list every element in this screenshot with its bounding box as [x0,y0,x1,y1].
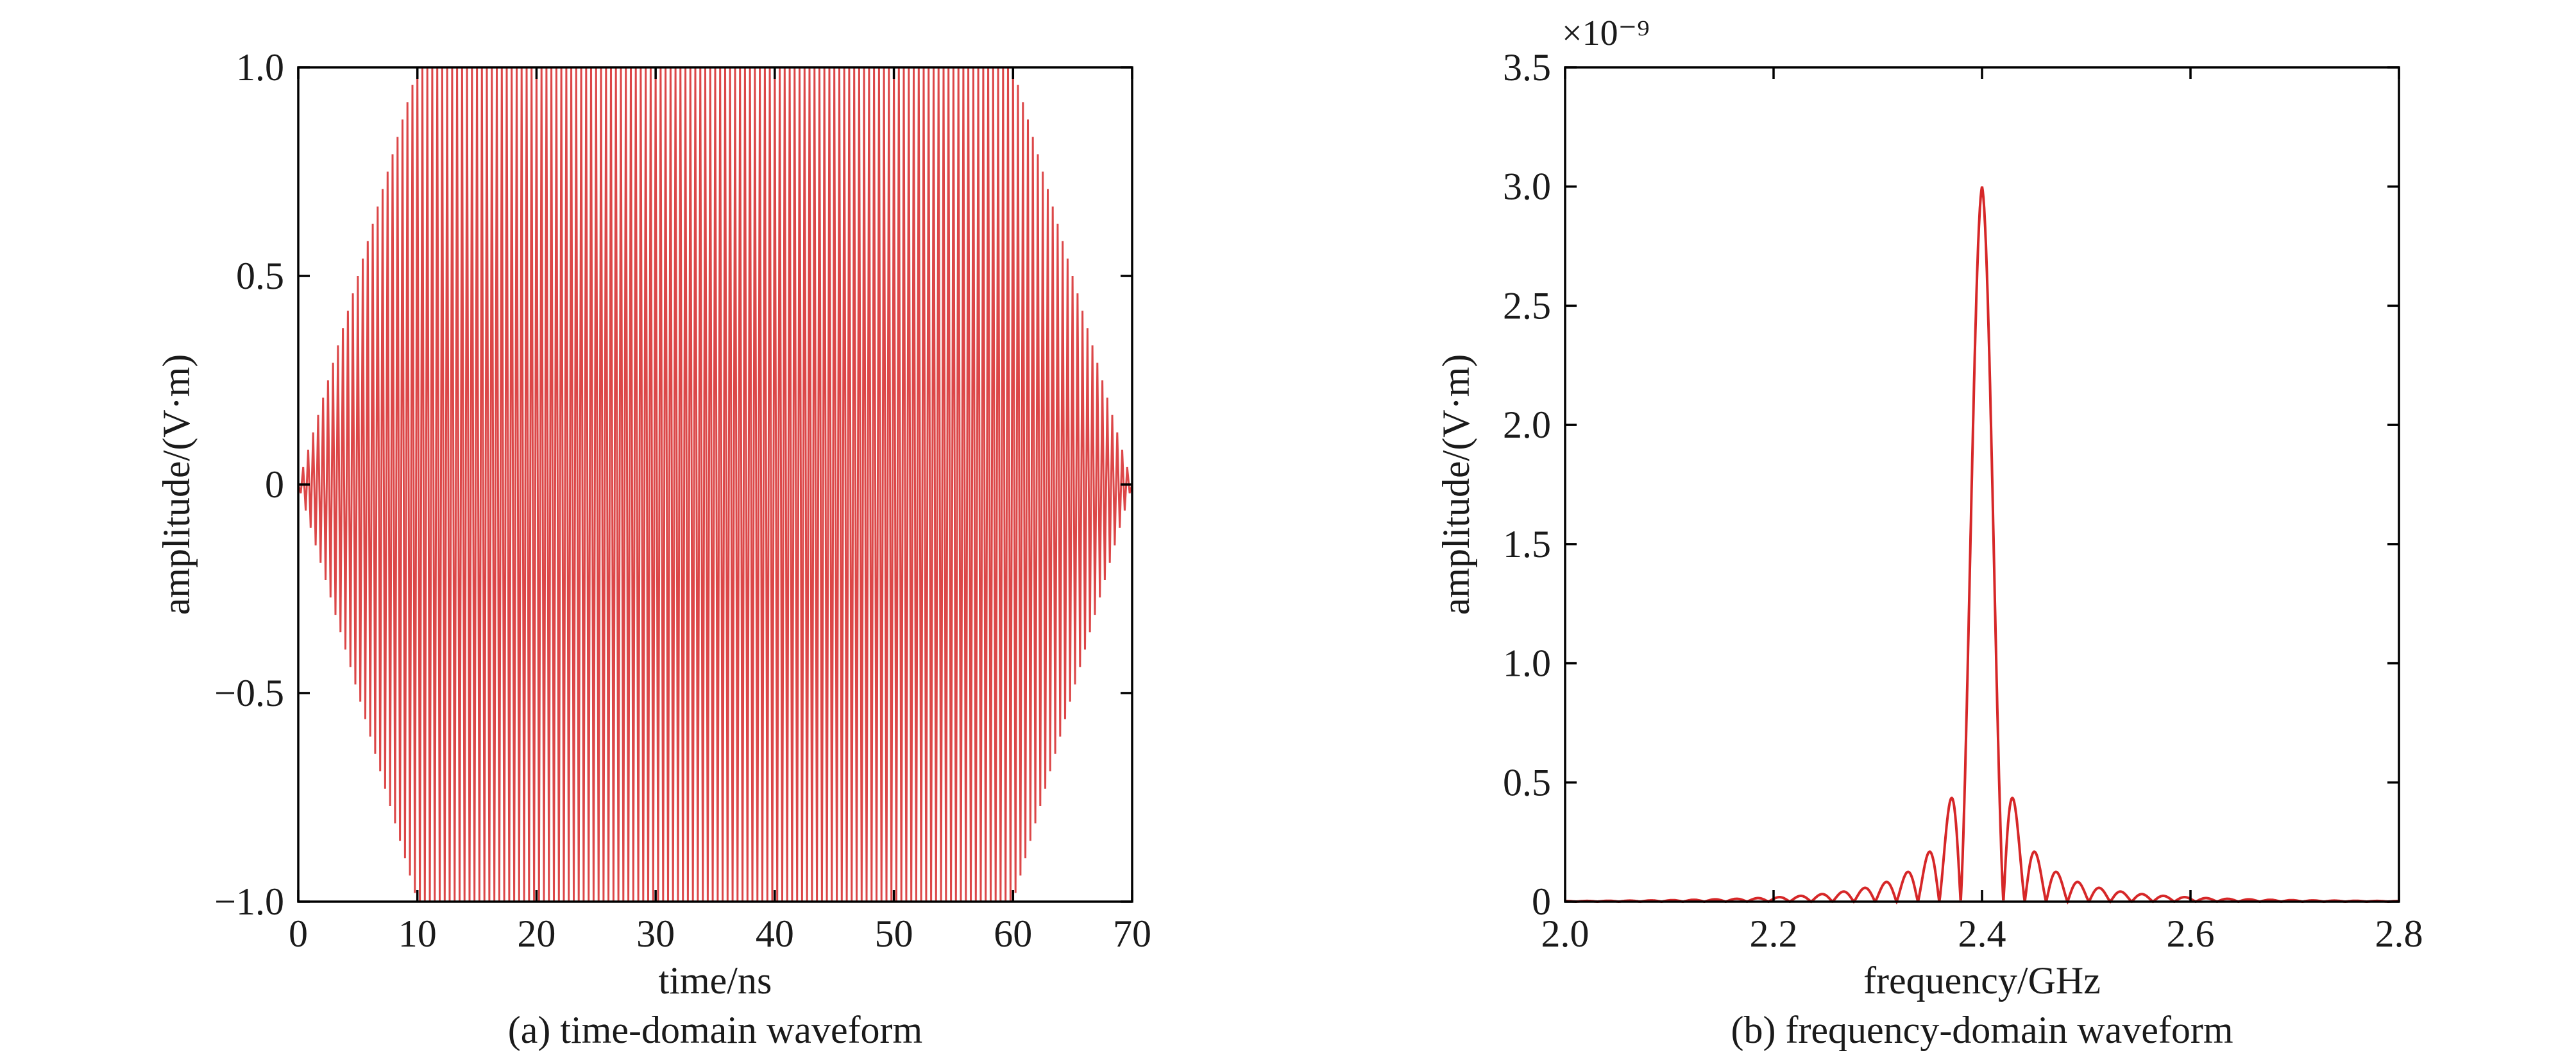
time-domain-caption: (a) time-domain waveform [508,1009,922,1051]
frequency-domain-ticks: 2.0 2.2 2.4 2.6 2.8 0 0.5 1.0 1.5 2.0 2.5 3.0 3.5 [1503,46,2423,955]
frequency-domain-ytick-label: 1.5 [1503,523,1551,565]
frequency-domain-ytick-label: 2.5 [1503,284,1551,327]
frequency-domain-xtick-label: 2.2 [1750,913,1798,955]
time-domain-xtick-label: 70 [1113,913,1151,955]
time-domain-xtick-label: 20 [517,913,555,955]
frequency-spectrum-curve [1565,186,2399,905]
time-domain-chart: 0 10 20 30 40 50 60 70 −1.0 −0.5 0 0.5 1.0 time/ns a… [155,46,1151,1051]
frequency-domain-ytick-label: 1.0 [1503,642,1551,685]
time-domain-xlabel: time/ns [659,959,772,1002]
frequency-domain-xtick-label: 2.8 [2375,913,2423,955]
time-domain-ytick-label: 1.0 [236,46,284,89]
frequency-domain-chart: 2.0 2.2 2.4 2.6 2.8 0 0.5 1.0 1.5 2.0 2.5 3.0 3.5 ×1… [1435,13,2423,1051]
time-domain-ytick-label: 0 [265,463,284,506]
frequency-domain-caption: (b) frequency-domain waveform [1731,1009,2233,1051]
time-domain-xtick-label: 40 [756,913,794,955]
frequency-domain-ytick-label: 0.5 [1503,761,1551,803]
time-domain-ytick-label: 0.5 [236,255,284,297]
frequency-domain-ytick-label: 3.5 [1503,46,1551,89]
time-domain-waveform [297,67,1133,902]
frequency-domain-ytick-label: 0 [1532,880,1551,923]
frequency-domain-xtick-label: 2.0 [1541,913,1589,955]
time-domain-xtick-label: 60 [994,913,1032,955]
time-domain-xtick-label: 10 [398,913,437,955]
time-domain-waveform-line [297,67,1133,902]
time-domain-ylabel: amplitude/(V·m) [155,354,198,615]
time-domain-ytick-label: −0.5 [214,672,284,714]
frequency-domain-xtick-label: 2.4 [1958,913,2006,955]
frequency-domain-exponent-label: ×10⁻⁹ [1562,13,1650,53]
time-domain-ytick-label: −1.0 [214,880,284,923]
frequency-domain-xtick-label: 2.6 [2167,913,2215,955]
frequency-domain-ytick-label: 3.0 [1503,166,1551,208]
time-domain-xtick-label: 30 [636,913,675,955]
time-domain-xtick-label: 0 [289,913,308,955]
frequency-domain-ytick-label: 2.0 [1503,404,1551,446]
time-domain-ticks: 0 10 20 30 40 50 60 70 −1.0 −0.5 0 0.5 1.0 [214,46,1151,955]
frequency-domain-ylabel: amplitude/(V·m) [1435,354,1477,615]
time-domain-xtick-label: 50 [875,913,913,955]
frequency-domain-xlabel: frequency/GHz [1863,959,2101,1002]
